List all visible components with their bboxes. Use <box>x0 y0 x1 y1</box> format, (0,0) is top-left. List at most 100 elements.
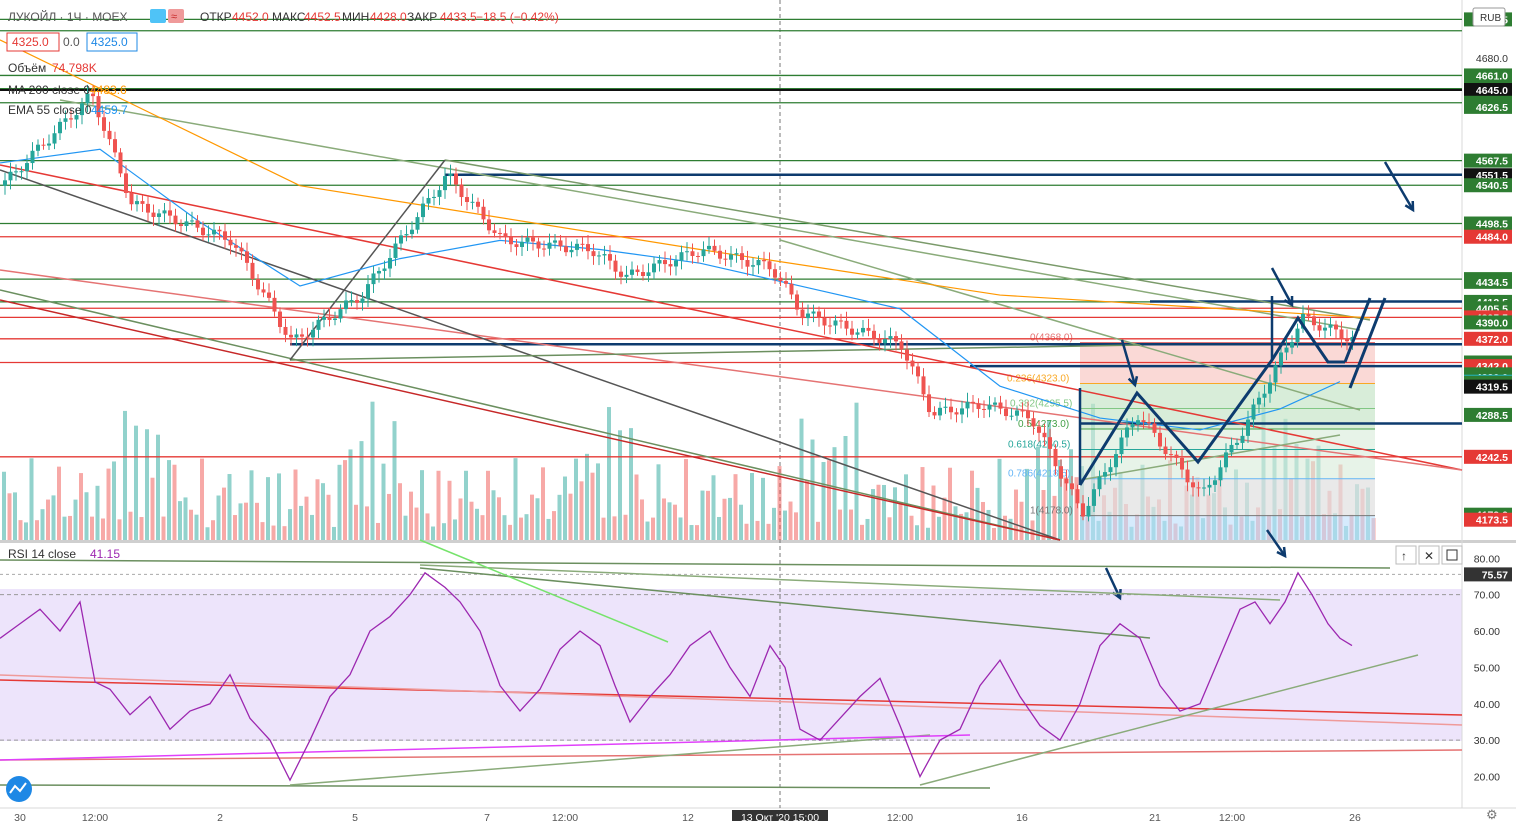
ma-value: 4483.6 <box>90 83 127 97</box>
price-label: 4390.0 <box>1476 317 1508 329</box>
time-label: 12:00 <box>82 812 108 821</box>
candle-body <box>1169 454 1173 456</box>
volume-bar <box>931 485 936 540</box>
volume-bar <box>79 473 83 540</box>
candle-body <box>1081 503 1085 517</box>
volume-bar <box>172 464 177 540</box>
candle-body <box>278 311 282 327</box>
currency-box[interactable] <box>1472 7 1506 27</box>
volume-bar <box>497 497 501 540</box>
candle-body <box>322 316 326 320</box>
volume-bar <box>1041 489 1046 540</box>
price-label: 4434.5 <box>1476 277 1508 289</box>
rsi-label[interactable]: RSI 14 close <box>8 547 76 561</box>
volume-bar <box>843 436 848 540</box>
volume-bar <box>123 410 127 540</box>
trend-line <box>0 164 1463 471</box>
candle-body <box>1345 338 1349 342</box>
currency-label: RUB <box>1480 13 1501 24</box>
time-axis: 30 12:00 2 5 7 12:00 12 13 Окт '20 15:00 12:00 16… <box>14 810 1361 821</box>
settings-icon[interactable]: ⚙ <box>1486 807 1498 821</box>
candle-body <box>234 245 238 248</box>
time-label: 16 <box>1016 812 1028 821</box>
rsi-trend-line <box>0 674 1463 726</box>
ma-label[interactable]: MA 200 close 0 <box>8 83 90 97</box>
rsi-up-button[interactable] <box>1395 545 1417 565</box>
volume-bar <box>84 492 89 540</box>
volume-bar <box>937 516 941 540</box>
price-tag <box>1464 274 1512 289</box>
candle-body <box>245 251 249 263</box>
volume-bar <box>469 501 474 540</box>
candle-body <box>564 246 568 253</box>
volume-bar <box>387 493 391 540</box>
volume-bar <box>744 523 749 540</box>
volume-bar <box>260 522 265 540</box>
candle-body <box>96 96 101 118</box>
price-tag <box>1464 216 1512 231</box>
candle-body <box>487 219 491 231</box>
compare-button[interactable] <box>150 9 166 23</box>
candle-body <box>1273 365 1278 383</box>
wave-pattern[interactable] <box>1078 161 1415 601</box>
candle-body <box>366 284 370 299</box>
rsi-maximize-button[interactable] <box>1441 545 1463 565</box>
symbol-title[interactable]: ЛУКОЙЛ · 1Ч · MOEX <box>8 9 128 24</box>
volume-bar <box>178 501 182 540</box>
ema-label[interactable]: EMA 55 close 0 <box>8 103 92 117</box>
volume-bar <box>2 471 6 540</box>
volume-bar <box>7 493 12 540</box>
candle-body <box>69 118 73 120</box>
volume-bar <box>519 517 523 540</box>
bid-box[interactable] <box>6 32 60 52</box>
candle-body <box>1037 426 1041 433</box>
volume-bar <box>398 483 402 540</box>
candle-body <box>382 268 387 271</box>
price-tag <box>1464 153 1512 168</box>
fib-zone <box>1080 478 1375 516</box>
volume-bar <box>1036 446 1040 540</box>
candle-body <box>1136 420 1140 424</box>
candle-body <box>553 240 557 243</box>
tradingview-logo[interactable] <box>6 776 32 802</box>
maximize-icon <box>1446 549 1458 561</box>
volume-bar <box>508 524 512 540</box>
volume-label[interactable]: Объём <box>8 61 46 75</box>
volume-bar <box>706 490 710 540</box>
candle-body <box>410 229 414 235</box>
volume-bar <box>854 402 859 540</box>
wave-line <box>1348 297 1387 389</box>
candle-body <box>1108 467 1113 473</box>
wave-line <box>1343 297 1372 363</box>
candle-body <box>151 212 156 217</box>
candle-body <box>767 261 772 270</box>
volume-bar <box>651 517 655 540</box>
candle-body <box>872 330 876 340</box>
candle-body <box>1086 505 1091 517</box>
volume-bar <box>645 521 650 540</box>
price-label: 4680.0 <box>1476 53 1508 65</box>
volume-bar <box>200 458 204 540</box>
volume-bar <box>827 460 831 540</box>
volume-bar <box>244 502 248 540</box>
candle-body <box>679 252 684 261</box>
indicator-button[interactable] <box>168 9 184 23</box>
arrow-head <box>1404 200 1415 213</box>
volume-bar <box>794 512 798 540</box>
ask-box[interactable] <box>86 32 138 52</box>
time-label: 21 <box>1149 812 1161 821</box>
rsi-close-button[interactable] <box>1418 545 1440 565</box>
volume-bar <box>904 474 908 540</box>
rsi-trend-line <box>419 567 1151 639</box>
candle-body <box>1015 410 1019 416</box>
candle-body <box>206 234 211 236</box>
candle-body <box>140 201 145 204</box>
candle-body <box>1196 487 1201 489</box>
rsi-trend-line <box>289 734 931 786</box>
candle-body <box>1240 435 1245 443</box>
candle-body <box>586 244 590 252</box>
candle-body <box>492 230 497 233</box>
candle-body <box>129 192 134 205</box>
candle-body <box>1218 467 1223 481</box>
volume-bar <box>233 515 237 540</box>
